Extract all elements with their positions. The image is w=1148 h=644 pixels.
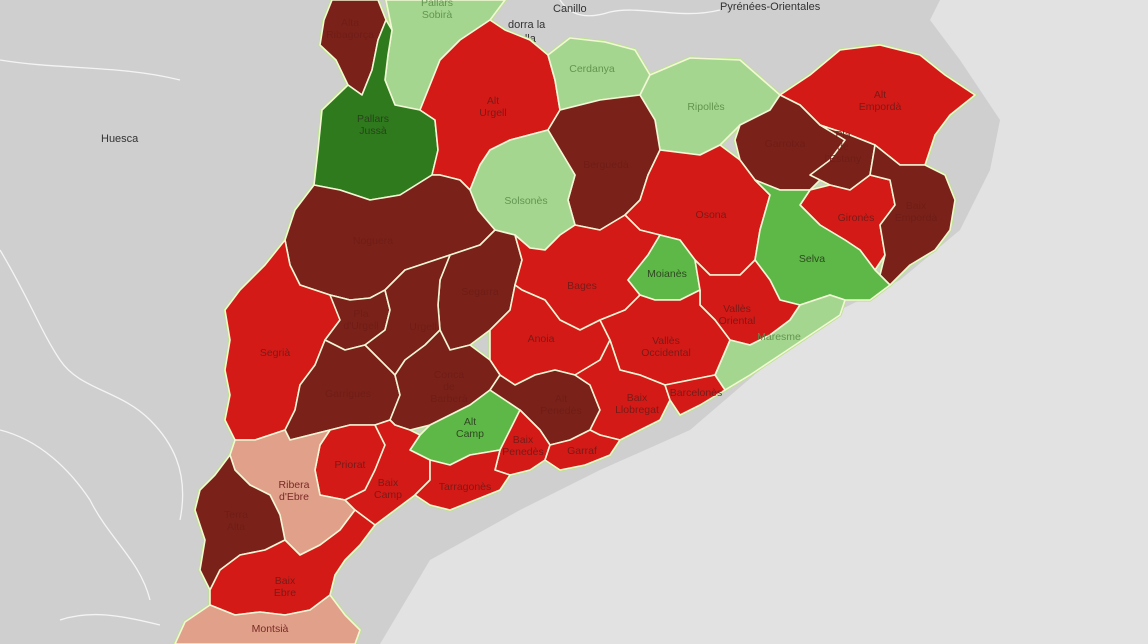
sea-area: [380, 0, 1148, 644]
region-montsia[interactable]: [174, 594, 361, 644]
region-baix-llobregat[interactable]: [574, 339, 671, 441]
road-line: [0, 249, 184, 521]
regions-layer: [173, 0, 978, 644]
road-line: [0, 429, 151, 601]
road-line: [0, 59, 181, 81]
region-barcelones[interactable]: [664, 374, 726, 416]
region-garraf[interactable]: [544, 429, 621, 471]
road-line: [559, 0, 721, 17]
road-line: [59, 613, 161, 626]
region-tarragones[interactable]: [414, 449, 511, 511]
region-baix-emporda[interactable]: [869, 144, 956, 286]
region-maresme[interactable]: [714, 294, 846, 391]
